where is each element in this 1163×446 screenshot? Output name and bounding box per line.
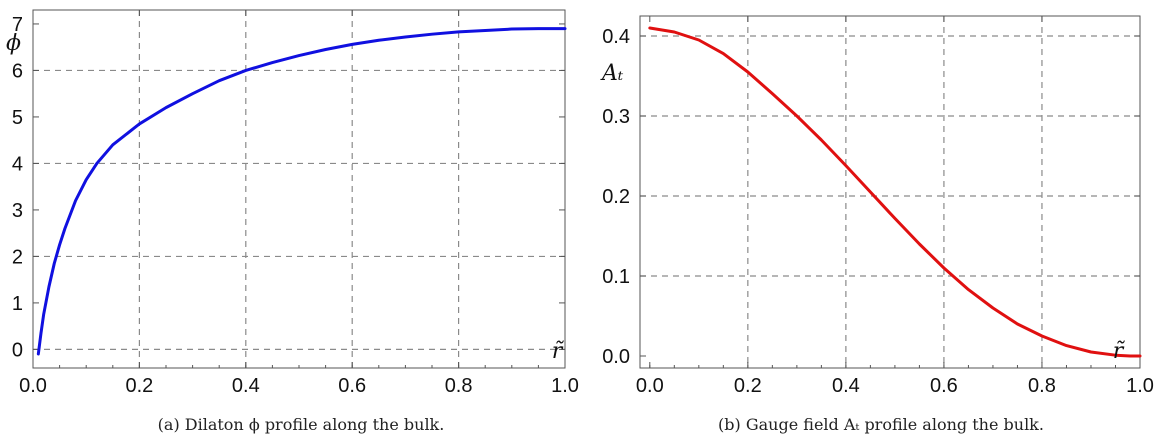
x-tick-label: 0.0	[636, 375, 664, 397]
x-tick-label: 0.2	[125, 375, 153, 397]
x-axis-label: r̃	[1113, 339, 1126, 364]
series-line	[648, 26, 1142, 358]
y-tick-label: 0.1	[602, 266, 630, 288]
y-tick-label: 7	[12, 14, 23, 36]
y-tick-label: 5	[12, 107, 23, 129]
x-tick-label: 0.8	[1028, 375, 1056, 397]
x-tick-label: 0.4	[832, 375, 860, 397]
y-axis-label: Aₜ	[600, 61, 624, 86]
x-tick-label: 0.6	[338, 375, 366, 397]
y-tick-label: 2	[12, 246, 23, 268]
x-tick-label: 0.4	[232, 375, 260, 397]
y-tick-label: 4	[12, 153, 23, 175]
gauge-field-plot-panel: 0.0 0.2 0.4 0.6 0.8 1.0 0.0 0.1 0.2 0.3 0.4 r̃ Aₜ (b)…	[600, 15, 1154, 434]
x-tick-label: 1.0	[1126, 375, 1154, 397]
y-tick-label: 6	[12, 60, 23, 82]
y-tick-label: 1	[12, 293, 23, 315]
y-tick-label: 0.2	[602, 186, 630, 208]
x-tick-label: 0.6	[930, 375, 958, 397]
y-axis-label: ϕ	[6, 31, 21, 56]
figure-caption: (a) Dilaton ϕ profile along the bulk.	[158, 415, 445, 434]
y-tick-label: 0.3	[602, 106, 630, 128]
y-tick-label: 0	[12, 339, 23, 361]
plot-frame	[639, 15, 1141, 369]
x-tick-label: 1.0	[551, 375, 579, 397]
x-tick-label: 0.8	[445, 375, 473, 397]
x-tick-label: 0.0	[19, 375, 47, 397]
x-axis-label: r̃	[552, 339, 565, 364]
figure-caption: (b) Gauge field Aₜ profile along the bul…	[718, 415, 1044, 434]
y-tick-label: 0.4	[602, 26, 630, 48]
plot-frame	[32, 9, 566, 369]
dilaton-plot-panel: 0.0 0.2 0.4 0.6 0.8 1.0 0 1 2 3 4 5 6 7 r̃ ϕ (a) Dilaton…	[6, 9, 579, 434]
x-tick-label: 0.2	[734, 375, 762, 397]
y-tick-label: 0.0	[602, 346, 630, 368]
series-line	[36, 27, 567, 356]
y-tick-label: 3	[12, 200, 23, 222]
